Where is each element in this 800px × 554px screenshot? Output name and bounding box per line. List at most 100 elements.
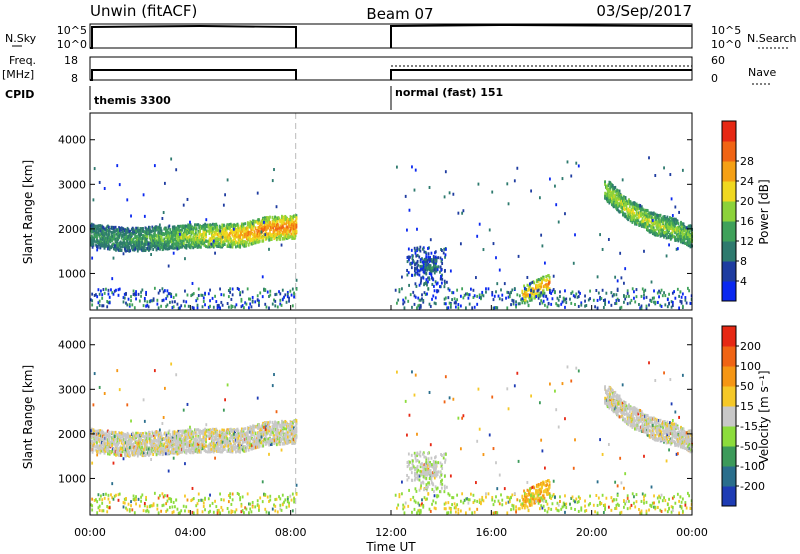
velocity-cell [136,434,139,438]
power-cell [411,257,414,261]
power-cell [537,279,540,283]
power-cell [669,216,671,220]
power-cell [561,177,564,181]
freq-trace [90,69,692,81]
power-cell [288,296,290,300]
velocity-cell [118,431,121,435]
power-cell [274,304,277,308]
power-cell [103,233,106,237]
power-cell [660,225,663,229]
power-cell [179,239,182,243]
power-cell [249,231,252,235]
velocity-cell [132,432,135,436]
power-cell [570,291,573,295]
power-cell [577,290,580,294]
power-cell [241,236,244,240]
power-cell [258,226,261,230]
power-cell [678,225,681,229]
power-cell [626,302,629,306]
power-cell [160,304,163,308]
power-cell [428,272,431,276]
power-cell [105,242,108,246]
power-cell [267,216,270,220]
power-cell [227,289,230,293]
velocity-cell [153,446,156,450]
power-cell [524,298,527,302]
power-cell [673,290,675,294]
power-cell [279,237,282,241]
power-cell [540,233,543,237]
power-cell [441,262,444,266]
power-cell [537,296,540,300]
power-cell [186,240,189,244]
power-cell [242,222,245,226]
power-cell [653,300,655,304]
power-cell [96,306,99,310]
power-cell [176,238,179,242]
velocity-cell [93,430,96,434]
power-cell [447,306,450,310]
power-cell [398,288,401,292]
power-cell [478,295,481,299]
power-cell [662,224,665,228]
power-cell [445,247,447,251]
power-cell [538,196,541,200]
power-cell [678,306,681,310]
power-cell [269,215,271,219]
power-cell [135,226,138,230]
power-cell [118,287,121,291]
power-cell [175,293,178,297]
power-cell [276,305,279,309]
power-cell [413,266,416,270]
power-cell [572,294,575,298]
power-cell [196,303,199,307]
power-cell [422,260,425,264]
power-cell [411,254,414,258]
power-cell [217,237,220,241]
power-cell [617,196,620,200]
power-cell [145,304,147,308]
power-cell [439,256,442,260]
power-cell [441,273,443,277]
freq-label: Freq. [9,54,36,67]
power-cell [113,289,116,293]
power-cell [130,232,133,236]
power-cell [615,301,618,305]
power-cell [231,231,234,235]
power-cell [614,185,617,189]
power-cell [419,249,422,253]
velocity-cell [155,446,158,450]
power-cell [257,234,259,238]
power-cell [116,228,119,232]
power-cell [174,300,176,304]
power-cell [113,234,116,238]
power-cell [148,300,151,304]
power-cell [120,248,122,252]
power-cell [584,304,586,308]
power-cell [674,225,676,229]
power-cell [681,239,684,243]
power-cell [276,232,279,236]
power-cell [656,300,659,304]
power-cell [166,289,169,293]
power-cell [132,289,135,293]
power-cell [528,282,531,286]
power-cell [143,244,146,248]
power-cell [201,305,204,309]
power-cell [654,233,657,237]
power-cell [616,288,619,292]
power-cell [184,304,186,308]
power-cell [554,290,556,294]
power-cell [107,233,110,237]
power-cell [429,265,432,269]
power-cell [429,304,432,308]
power-cell [291,287,294,291]
power-cell [179,224,182,228]
power-cell [133,292,136,296]
power-cell [168,237,171,241]
power-cell [96,241,99,245]
power-cell [615,204,618,208]
power-cell [545,294,548,298]
power-cell [213,222,216,226]
power-cell [663,215,666,219]
